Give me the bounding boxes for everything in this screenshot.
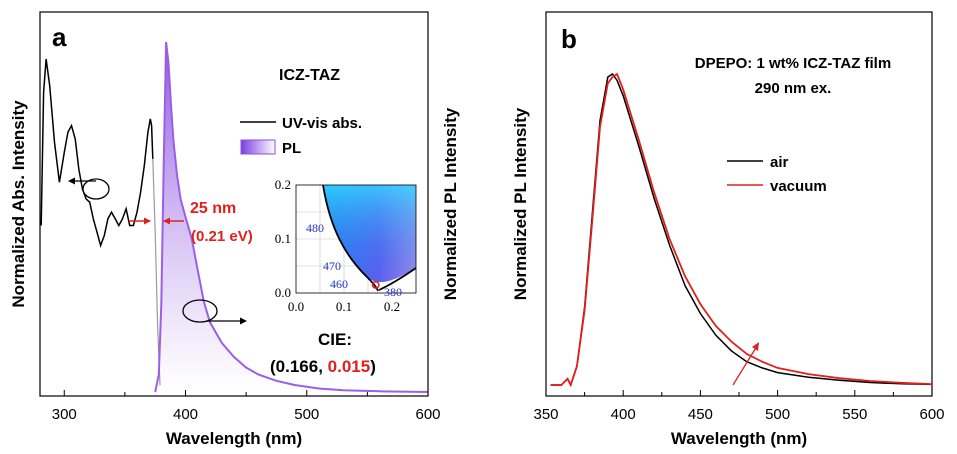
panel-b-xtick-label: 450 <box>688 406 713 423</box>
panel-b-title: DPEPO: 1 wt% ICZ-TAZ film <box>695 55 891 72</box>
increase-arrow <box>732 345 758 386</box>
cie-color-overlay <box>323 185 416 283</box>
cie-spectral-locus <box>322 185 379 292</box>
panel-b-ylabel: Normalized PL Intensity <box>511 107 530 300</box>
panel-b-xtick-label: 600 <box>919 406 944 423</box>
panel-b-subtitle: 290 nm ex. <box>755 80 832 97</box>
legend-pl-swatch <box>240 139 276 155</box>
cie-ytick-label: 0.2 <box>275 177 291 192</box>
panel-a-xtick-label: 300 <box>52 406 77 423</box>
panel-a-xtick-label: 400 <box>173 406 198 423</box>
legend-pl-label: PL <box>282 140 301 157</box>
abs-axis-arrowhead <box>68 177 75 185</box>
cie-purple-line <box>378 267 416 291</box>
cie-inset: 0.0 0.1 0.2 0.0 0.1 0.2 480 470 460 380 <box>275 177 417 314</box>
panel-a-label: a <box>52 22 67 52</box>
panel-a-ylabel-right: Normalized PL Intensity <box>441 107 460 300</box>
cie-ytick-label: 0.1 <box>275 231 291 246</box>
panel-b: b DPEPO: 1 wt% ICZ-TAZ film 290 nm ex. 3… <box>511 11 945 448</box>
panel-a-frame <box>39 11 429 397</box>
cie-wl-460: 460 <box>330 277 348 291</box>
cie-coordinates: (0.166, 0.015) <box>270 357 376 376</box>
panel-b-xlabel: Wavelength (nm) <box>671 429 807 448</box>
cie-coordinate-marker <box>371 280 380 289</box>
panel-b-xtick-label: 350 <box>533 406 558 423</box>
cie-y-value: 0.015 <box>328 357 371 376</box>
cie-xtick-label: 0.0 <box>288 299 304 314</box>
abs-axis-indicator <box>82 178 110 200</box>
legend-air-label: air <box>770 154 789 171</box>
panel-b-xtick-label: 550 <box>842 406 867 423</box>
fwhm-energy: (0.21 eV) <box>191 228 253 245</box>
abs-line <box>40 58 154 248</box>
legend-vacuum-label: vacuum <box>770 178 827 195</box>
vacuum-line <box>550 72 932 388</box>
air-line <box>550 72 932 387</box>
cie-x-value: 0.166 <box>276 357 319 376</box>
cie-open-paren: ( <box>270 357 276 376</box>
panel-b-xtick-label: 400 <box>611 406 636 423</box>
fwhm-value: 25 nm <box>190 200 236 217</box>
legend-abs-label: UV-vis abs. <box>282 115 362 132</box>
panel-b-xtick-label: 500 <box>765 406 790 423</box>
cie-close-paren: ) <box>370 357 376 376</box>
fwhm-arrowhead-left <box>144 217 151 225</box>
cie-separator: , <box>318 357 327 376</box>
fwhm-arrowhead-right <box>163 217 170 225</box>
pl-axis-indicator <box>182 299 218 323</box>
panel-a-xtick-label: 600 <box>415 406 440 423</box>
cie-wl-380: 380 <box>384 285 402 299</box>
cie-xtick-label: 0.2 <box>384 299 400 314</box>
increase-arrowhead <box>752 342 759 351</box>
panel-a-xtick-label: 500 <box>294 406 319 423</box>
cie-inset-frame <box>295 184 417 294</box>
panel-a-title: ICZ-TAZ <box>279 67 340 84</box>
panel-a-ylabel-left: Normalized Abs. Intensity <box>9 100 28 308</box>
cie-title: CIE: <box>318 330 352 349</box>
panel-a-xlabel: Wavelength (nm) <box>166 429 302 448</box>
cie-wl-480: 480 <box>306 221 324 235</box>
pl-area <box>155 42 428 392</box>
cie-wl-470: 470 <box>323 259 341 273</box>
cie-xtick-label: 0.1 <box>336 299 352 314</box>
pl-axis-arrowhead <box>240 317 247 325</box>
pl-line <box>154 41 428 393</box>
cie-ytick-label: 0.0 <box>275 285 291 300</box>
panel-b-label: b <box>561 24 577 54</box>
panel-a: a ICZ-TAZ 300 400 500 600 Wavelength (nm) N… <box>9 11 460 448</box>
